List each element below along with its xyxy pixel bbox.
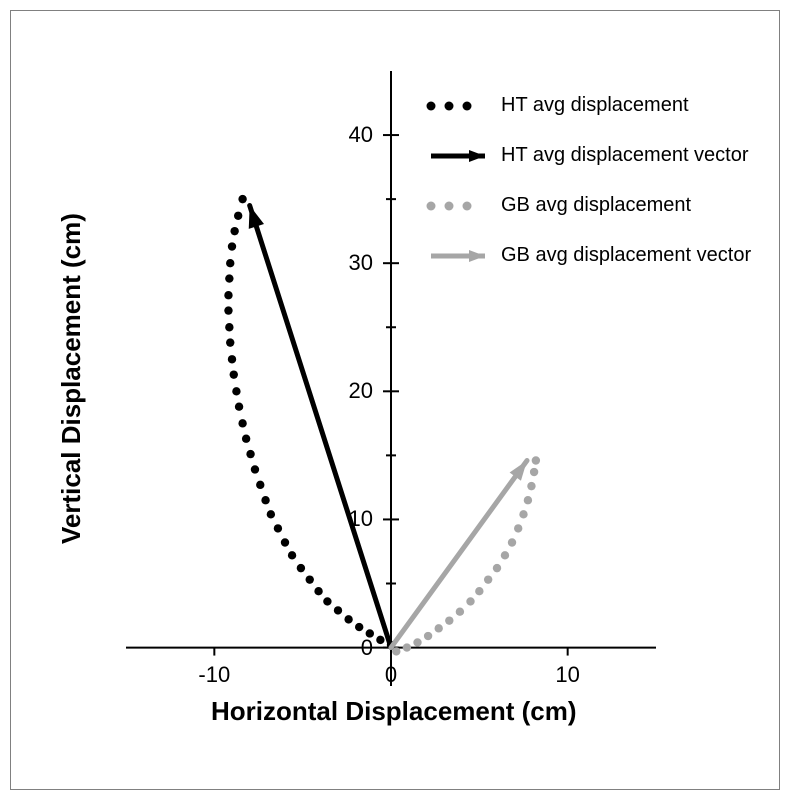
gb-dot: [501, 551, 509, 559]
ht-dot: [281, 538, 289, 546]
ht-dot: [387, 641, 395, 649]
gb-dot: [493, 564, 501, 572]
y-tick-label: 40: [333, 122, 373, 148]
gb-dot: [519, 510, 527, 518]
gb-vector: [391, 461, 527, 648]
ht-dot: [225, 274, 233, 282]
gb-dot: [435, 624, 443, 632]
x-tick-label: 10: [555, 662, 579, 688]
legend-item-label: HT avg displacement: [501, 94, 689, 117]
ht-dot: [306, 575, 314, 583]
legend-item-label: GB avg displacement: [501, 194, 691, 217]
ht-dot: [224, 306, 232, 314]
ht-vector-head: [249, 206, 264, 229]
ht-dot: [251, 465, 259, 473]
gb-dot: [424, 632, 432, 640]
ht-dot: [344, 615, 352, 623]
ht-dot: [234, 212, 242, 220]
ht-dot: [274, 524, 282, 532]
ht-dot: [230, 370, 238, 378]
ht-dot: [267, 510, 275, 518]
gb-vector-head: [510, 461, 527, 481]
y-tick-label: 20: [333, 378, 373, 404]
y-tick-label: 30: [333, 250, 373, 276]
ht-dot: [235, 402, 243, 410]
legend-item-label: GB avg displacement vector: [501, 244, 751, 267]
gb-dot: [484, 575, 492, 583]
ht-dot: [232, 387, 240, 395]
ht-dot: [314, 587, 322, 595]
ht-dot: [238, 195, 246, 203]
x-tick-label: -10: [198, 662, 230, 688]
gb-dot: [514, 524, 522, 532]
y-tick-label: 10: [333, 506, 373, 532]
ht-dot: [355, 623, 363, 631]
gb-dot: [524, 496, 532, 504]
ht-dot: [297, 564, 305, 572]
ht-dot: [323, 597, 331, 605]
gb-dot: [508, 538, 516, 546]
ht-dot: [246, 450, 254, 458]
y-tick-label: 0: [333, 635, 373, 661]
ht-dot: [238, 419, 246, 427]
x-axis-title: Horizontal Displacement (cm): [211, 696, 577, 727]
gb-dot: [413, 638, 421, 646]
legend-item-label: HT avg displacement vector: [501, 144, 749, 167]
chart-frame: Horizontal Displacement (cm) Vertical Di…: [10, 10, 780, 790]
gb-dot: [530, 468, 538, 476]
ht-dot: [224, 291, 232, 299]
ht-dot: [225, 323, 233, 331]
ht-dot: [376, 636, 384, 644]
ht-dot: [334, 606, 342, 614]
ht-dot: [230, 227, 238, 235]
gb-dot: [532, 456, 540, 464]
gb-dot: [527, 482, 535, 490]
x-tick-label: 0: [385, 662, 397, 688]
y-axis-title: Vertical Displacement (cm): [56, 213, 87, 544]
gb-dot: [456, 607, 464, 615]
ht-dot: [288, 551, 296, 559]
ht-dot: [226, 259, 234, 267]
ht-dot: [256, 481, 264, 489]
gb-dot: [445, 616, 453, 624]
gb-dot: [475, 587, 483, 595]
ht-dot: [242, 435, 250, 443]
ht-dot: [228, 355, 236, 363]
ht-dot: [226, 338, 234, 346]
gb-dot: [392, 647, 400, 655]
gb-dot: [403, 643, 411, 651]
ht-dot: [228, 242, 236, 250]
gb-dot: [466, 597, 474, 605]
ht-dot: [261, 496, 269, 504]
